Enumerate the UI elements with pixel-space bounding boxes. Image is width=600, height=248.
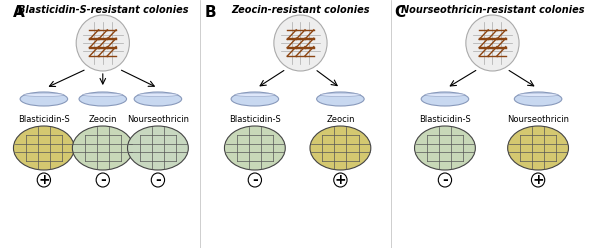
Ellipse shape	[421, 92, 469, 106]
Ellipse shape	[73, 126, 133, 170]
Ellipse shape	[83, 93, 123, 96]
Circle shape	[96, 173, 109, 187]
Ellipse shape	[317, 92, 364, 106]
Ellipse shape	[235, 93, 275, 96]
Text: +: +	[532, 173, 544, 187]
Circle shape	[37, 173, 50, 187]
Ellipse shape	[138, 93, 178, 96]
Circle shape	[76, 15, 130, 71]
Ellipse shape	[20, 92, 68, 106]
Ellipse shape	[508, 126, 568, 170]
Circle shape	[334, 173, 347, 187]
Circle shape	[151, 173, 164, 187]
Text: Blasticidin-S: Blasticidin-S	[18, 115, 70, 124]
Text: Nourseothricin: Nourseothricin	[507, 115, 569, 124]
Circle shape	[532, 173, 545, 187]
Circle shape	[248, 173, 262, 187]
Text: Nourseothricin-resistant colonies: Nourseothricin-resistant colonies	[401, 5, 584, 15]
Ellipse shape	[134, 92, 182, 106]
Text: -: -	[252, 173, 258, 187]
Text: Nourseothricin: Nourseothricin	[127, 115, 189, 124]
Ellipse shape	[320, 93, 361, 96]
Text: -: -	[100, 173, 106, 187]
Circle shape	[274, 15, 327, 71]
Ellipse shape	[514, 92, 562, 106]
Ellipse shape	[310, 126, 371, 170]
Ellipse shape	[415, 126, 475, 170]
Ellipse shape	[13, 126, 74, 170]
Ellipse shape	[79, 92, 127, 106]
Ellipse shape	[231, 92, 278, 106]
Ellipse shape	[224, 126, 285, 170]
Ellipse shape	[518, 93, 558, 96]
Text: -: -	[155, 173, 161, 187]
Text: -: -	[442, 173, 448, 187]
Text: A: A	[13, 5, 24, 20]
Text: Blasticidin-S-resistant colonies: Blasticidin-S-resistant colonies	[17, 5, 188, 15]
Circle shape	[438, 173, 452, 187]
Text: Zeocin: Zeocin	[89, 115, 117, 124]
Text: B: B	[205, 5, 216, 20]
Text: Zeocin: Zeocin	[326, 115, 355, 124]
Text: Zeocin-resistant colonies: Zeocin-resistant colonies	[231, 5, 370, 15]
Ellipse shape	[128, 126, 188, 170]
Ellipse shape	[23, 93, 64, 96]
Text: +: +	[335, 173, 346, 187]
Text: C: C	[395, 5, 406, 20]
Circle shape	[466, 15, 519, 71]
Text: Blasticidin-S: Blasticidin-S	[229, 115, 281, 124]
Text: +: +	[38, 173, 50, 187]
Ellipse shape	[425, 93, 465, 96]
Text: Blasticidin-S: Blasticidin-S	[419, 115, 471, 124]
